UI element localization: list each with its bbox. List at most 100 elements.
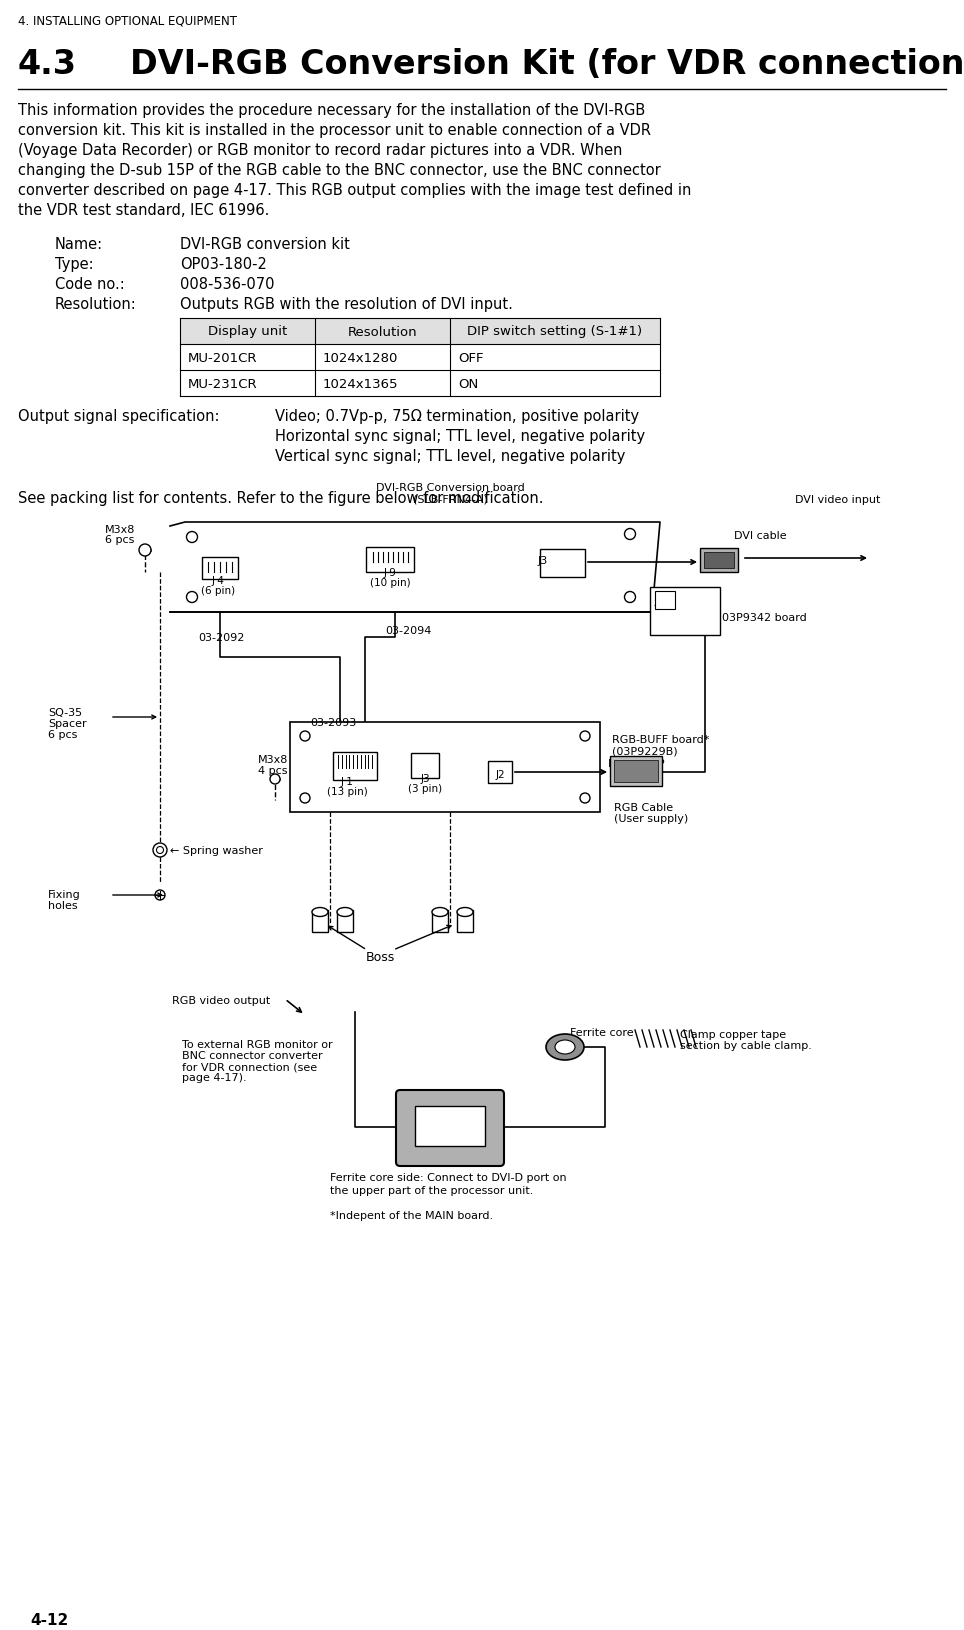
Text: ON: ON [458, 377, 478, 390]
Text: *Indepent of the MAIN board.: *Indepent of the MAIN board. [330, 1209, 494, 1221]
Text: Video; 0.7Vp-p, 75Ω termination, positive polarity: Video; 0.7Vp-p, 75Ω termination, positiv… [275, 409, 639, 424]
Text: Fixing: Fixing [48, 890, 81, 900]
Text: (10 pin): (10 pin) [369, 577, 411, 588]
Text: DVI video input: DVI video input [794, 494, 880, 505]
Text: BNC connector converter: BNC connector converter [182, 1050, 323, 1061]
Text: holes: holes [48, 900, 78, 911]
Text: for VDR connection (see: for VDR connection (see [182, 1061, 317, 1071]
Text: M3x8: M3x8 [258, 755, 288, 764]
Bar [614, 761, 658, 782]
Text: SQ-35: SQ-35 [48, 707, 82, 717]
Text: 1024x1365: 1024x1365 [323, 377, 398, 390]
Text: J 1: J 1 [340, 776, 354, 787]
Text: D-sub 15P: D-sub 15P [607, 758, 664, 768]
Text: MU-201CR: MU-201CR [188, 352, 257, 363]
Text: Ferrite core side: Connect to DVI-D port on: Ferrite core side: Connect to DVI-D port… [330, 1172, 567, 1182]
Text: M3x8: M3x8 [105, 525, 135, 535]
Text: J2: J2 [495, 769, 505, 779]
Text: 4-12: 4-12 [30, 1612, 68, 1627]
Text: 6 pcs: 6 pcs [48, 730, 77, 740]
Text: This information provides the procedure necessary for the installation of the DV: This information provides the procedure … [18, 103, 645, 117]
Circle shape [156, 848, 164, 854]
Text: Horizontal sync signal; TTL level, negative polarity: Horizontal sync signal; TTL level, negat… [275, 429, 645, 443]
Text: RGB-BUFF board*: RGB-BUFF board* [612, 735, 710, 745]
Text: conversion kit. This kit is installed in the processor unit to enable connection: conversion kit. This kit is installed in… [18, 122, 651, 139]
Text: (03P9229B): (03P9229B) [612, 747, 678, 756]
Text: (3 pin): (3 pin) [408, 784, 442, 794]
Text: RGB Cable: RGB Cable [614, 802, 673, 812]
Circle shape [625, 530, 635, 540]
Text: J 9: J 9 [384, 567, 396, 577]
Circle shape [625, 592, 635, 603]
Bar [704, 553, 734, 569]
Bar [488, 761, 512, 784]
Bar [411, 753, 439, 779]
Text: 4.3: 4.3 [18, 47, 77, 82]
Text: 008-536-070: 008-536-070 [180, 277, 275, 292]
Text: Female: Female [616, 768, 656, 779]
Text: Code no.:: Code no.: [55, 277, 124, 292]
Text: MU-231CR: MU-231CR [188, 377, 257, 390]
Text: changing the D-sub 15P of the RGB cable to the BNC connector, use the BNC connec: changing the D-sub 15P of the RGB cable … [18, 163, 660, 178]
Text: J3: J3 [420, 774, 430, 784]
Bar [333, 753, 377, 781]
Circle shape [186, 592, 198, 603]
Text: (SLB-FRN4-A): (SLB-FRN4-A) [413, 494, 488, 505]
FancyBboxPatch shape [396, 1090, 504, 1167]
Text: (6 pin): (6 pin) [201, 585, 235, 595]
Circle shape [300, 732, 310, 742]
Bar [655, 592, 675, 610]
Text: RGB video output: RGB video output [172, 996, 270, 1006]
Bar [312, 911, 328, 932]
Circle shape [580, 794, 590, 804]
Text: (User supply): (User supply) [614, 813, 688, 823]
Text: OP03-180-2: OP03-180-2 [180, 258, 267, 272]
Bar [202, 557, 238, 580]
Text: Spacer: Spacer [48, 719, 87, 729]
Circle shape [270, 774, 280, 784]
Text: Clamp copper tape: Clamp copper tape [680, 1030, 786, 1040]
Text: Resolution:: Resolution: [55, 297, 137, 311]
Text: (13 pin): (13 pin) [327, 787, 367, 797]
Text: J615: J615 [655, 595, 678, 606]
Bar [415, 1107, 485, 1146]
Text: Ferrite core: Ferrite core [570, 1027, 633, 1037]
Text: J 4: J 4 [211, 575, 225, 585]
Ellipse shape [546, 1035, 584, 1061]
Text: ← Spring washer: ← Spring washer [170, 846, 263, 856]
Text: DIP switch setting (S-1#1): DIP switch setting (S-1#1) [468, 326, 643, 339]
Text: 03-2092: 03-2092 [198, 632, 245, 642]
Text: To external RGB monitor or: To external RGB monitor or [182, 1040, 333, 1050]
Ellipse shape [555, 1040, 575, 1055]
Ellipse shape [432, 908, 448, 918]
Circle shape [155, 890, 165, 900]
Bar [180, 319, 660, 346]
Ellipse shape [457, 908, 473, 918]
Text: 03-2094: 03-2094 [385, 626, 431, 636]
Ellipse shape [337, 908, 353, 918]
Text: DVI-RGB Conversion Kit (for VDR connection): DVI-RGB Conversion Kit (for VDR connecti… [130, 47, 964, 82]
Text: Display unit: Display unit [208, 326, 287, 339]
Bar [650, 588, 720, 636]
Circle shape [186, 531, 198, 543]
Bar [366, 548, 414, 572]
Bar [610, 756, 662, 787]
Bar [700, 549, 738, 572]
Bar [457, 911, 473, 932]
Bar [290, 722, 600, 812]
Text: J3: J3 [538, 556, 549, 566]
Text: DVI cable: DVI cable [734, 531, 787, 541]
Circle shape [300, 794, 310, 804]
Text: Boss: Boss [365, 950, 394, 963]
Bar [432, 911, 448, 932]
Text: 4 pcs: 4 pcs [258, 766, 287, 776]
Text: 03P9342 board: 03P9342 board [722, 613, 807, 623]
Text: Name:: Name: [55, 236, 103, 253]
Text: Output signal specification:: Output signal specification: [18, 409, 220, 424]
Circle shape [580, 732, 590, 742]
Text: Outputs RGB with the resolution of DVI input.: Outputs RGB with the resolution of DVI i… [180, 297, 513, 311]
Text: the VDR test standard, IEC 61996.: the VDR test standard, IEC 61996. [18, 202, 269, 218]
Circle shape [139, 544, 151, 557]
Text: (Voyage Data Recorder) or RGB monitor to record radar pictures into a VDR. When: (Voyage Data Recorder) or RGB monitor to… [18, 143, 623, 158]
Text: section by cable clamp.: section by cable clamp. [680, 1040, 812, 1050]
